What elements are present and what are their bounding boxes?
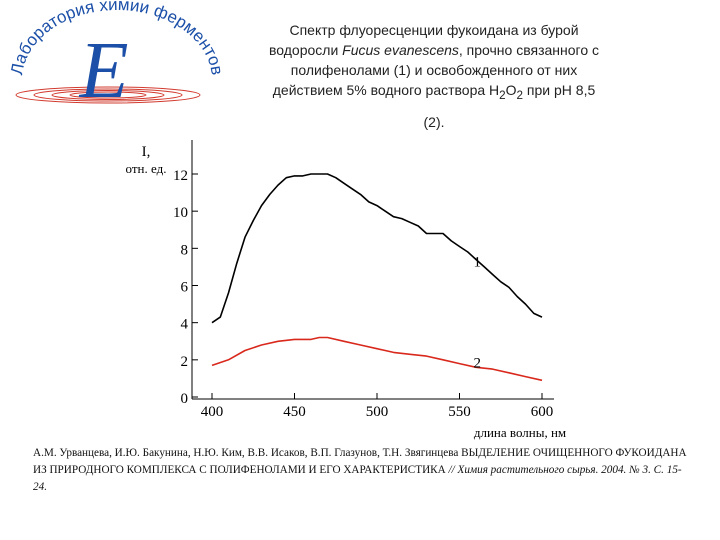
swirl-ring bbox=[51, 90, 165, 100]
logo-swirl bbox=[15, 86, 201, 104]
y-tick-label: 8 bbox=[181, 242, 189, 258]
page-title: Спектр флуоресценции фукоидана из бурой … bbox=[248, 20, 620, 132]
species-name: Fucus evanescens bbox=[342, 42, 459, 58]
series-1-label: 1 bbox=[474, 254, 482, 270]
title-line-3: полифенолами (1) и освобожденного от них bbox=[290, 62, 578, 78]
swirl-ring bbox=[69, 91, 147, 99]
citation-authors-title: А.М. Урванцева, И.Ю. Бакунина, Н.Ю. Ким,… bbox=[33, 447, 687, 476]
formula-sub-1: 2 bbox=[499, 88, 506, 102]
laboratory-logo: E Лаборатория химии ферментов bbox=[7, 0, 227, 115]
title-line-4-c: при pH 8,5 bbox=[523, 82, 596, 98]
title-line-2-end: , прочно связанного с bbox=[458, 42, 600, 58]
y-tick-label: 6 bbox=[181, 280, 189, 296]
title-line-5: (2). bbox=[423, 113, 445, 130]
title-line-2: водоросли Fucus evanescens, прочно связа… bbox=[248, 40, 620, 60]
y-tick-label: 10 bbox=[173, 205, 188, 221]
swirl-ring bbox=[33, 88, 183, 102]
title-line-2-start: водоросли bbox=[268, 42, 343, 58]
title-line-4-b: O bbox=[505, 82, 517, 98]
title-line-4: действием 5% водного раствора H2O2 при p… bbox=[248, 80, 620, 106]
x-tick-label: 450 bbox=[283, 404, 306, 420]
y-tick-label: 4 bbox=[181, 317, 189, 333]
y-axis-label-unit: отн. ед. bbox=[126, 161, 167, 176]
x-tick-label: 400 bbox=[201, 404, 224, 420]
formula-sub-2: 2 bbox=[516, 88, 524, 102]
series-2-line bbox=[211, 336, 543, 382]
logo-letter: E bbox=[79, 27, 129, 115]
citation: А.М. Урванцева, И.Ю. Бакунина, Н.Ю. Ким,… bbox=[33, 445, 693, 496]
swirl-ring bbox=[15, 86, 201, 104]
title-line-4-a: действием 5% водного раствора H bbox=[272, 82, 500, 98]
y-tick-label: 0 bbox=[181, 391, 189, 407]
chart-series bbox=[211, 173, 543, 382]
x-axis-label: длина волны, нм bbox=[474, 425, 566, 440]
citation-journal: // Химия растительного сырья. 2004. № 3.… bbox=[33, 464, 682, 493]
x-tick-label: 500 bbox=[366, 404, 389, 420]
series-2-label: 2 bbox=[474, 356, 482, 372]
y-axis-label: I, bbox=[142, 144, 151, 160]
y-tick-label: 2 bbox=[181, 354, 189, 370]
x-tick-label: 600 bbox=[531, 404, 554, 420]
title-line-1: Спектр флуоресценции фукоидана из бурой bbox=[289, 22, 579, 38]
series-1-line bbox=[211, 173, 543, 324]
x-tick-label: 550 bbox=[448, 404, 471, 420]
y-tick-label: 12 bbox=[173, 168, 188, 184]
